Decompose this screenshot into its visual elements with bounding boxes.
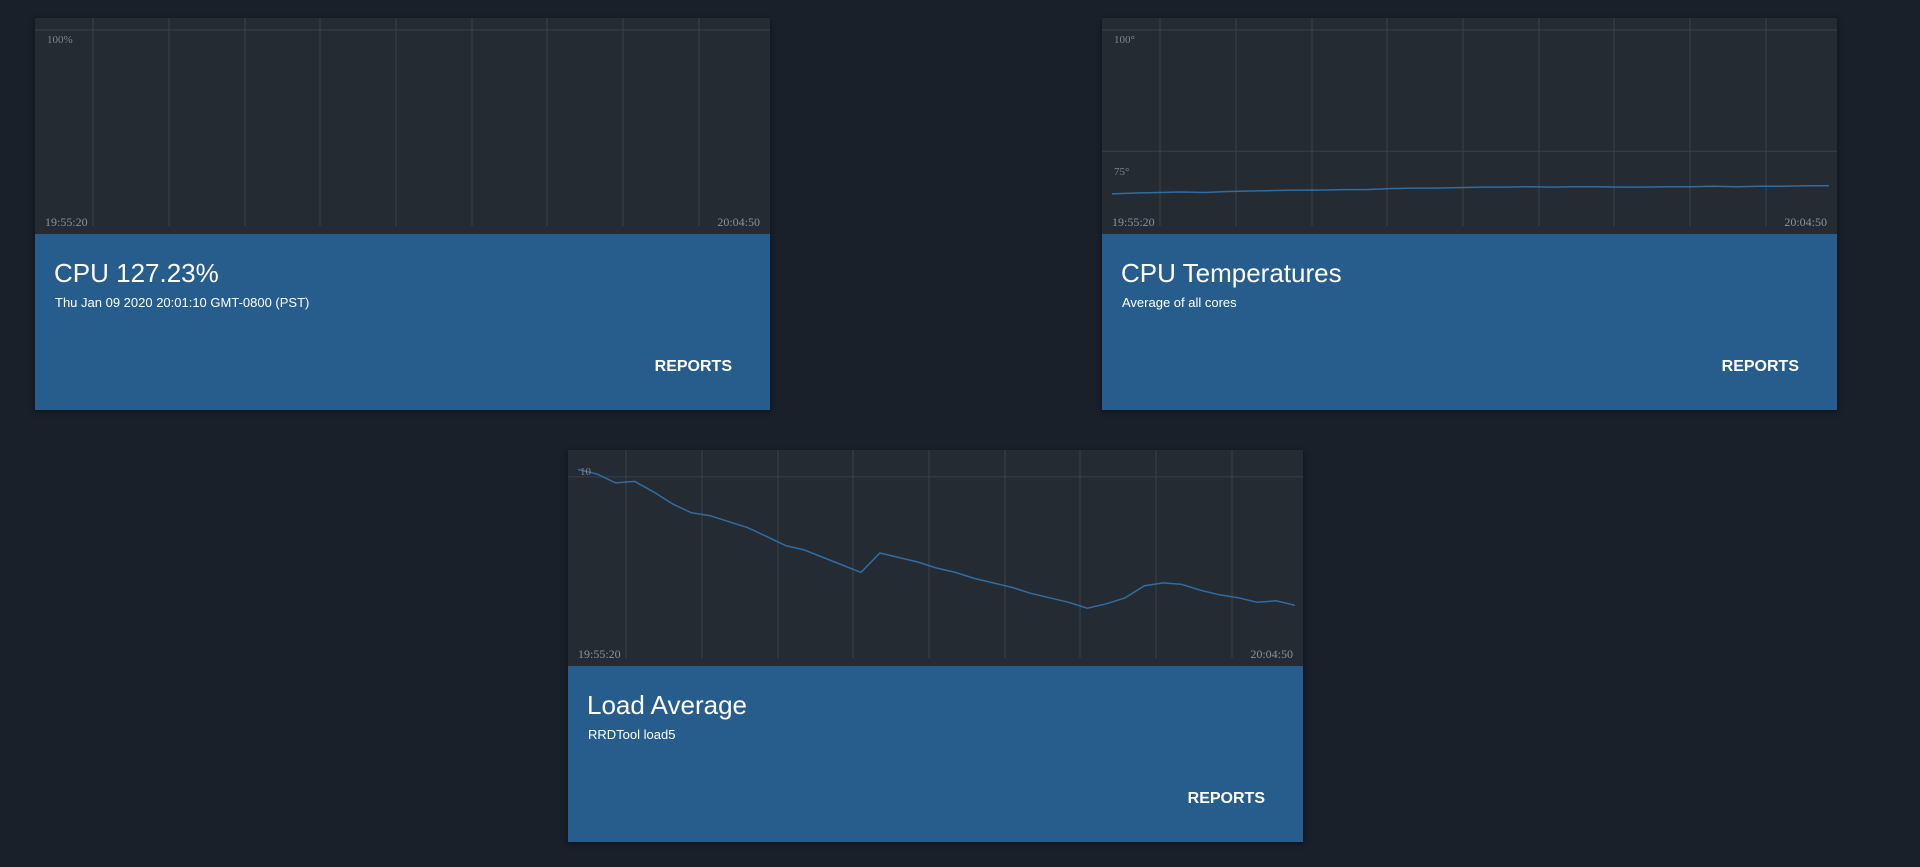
load-chart-svg [568,450,1303,658]
load-subtitle: RRDTool load5 [588,727,676,742]
temp-info-panel: CPU Temperatures Average of all cores RE… [1102,234,1837,410]
temperature-chart-svg [1102,18,1837,226]
load-info-panel: Load Average RRDTool load5 REPORTS [568,666,1303,842]
temp-time-start: 19:55:20 [1112,215,1155,229]
cpu-title: CPU 127.23% [54,258,219,288]
cpu-info-panel: CPU 127.23% Thu Jan 09 2020 20:01:10 GMT… [35,234,770,410]
temp-series-line [1111,184,1829,195]
load-chart: 10 19:55:20 20:04:50 [568,450,1303,666]
cpu-chart-svg [35,18,770,226]
load-time-start: 19:55:20 [578,647,621,661]
temp-y-label-75: 75° [1114,166,1130,178]
load-title: Load Average [587,690,747,720]
cpu-y-label-100: 100% [47,34,73,46]
temp-time-end: 20:04:50 [1784,215,1827,229]
cpu-temperatures-card: 100° 75° 19:55:20 20:04:50 CPU Temperatu… [1102,18,1837,410]
load-average-card: 10 19:55:20 20:04:50 Load Average RRDToo… [568,450,1303,842]
cpu-subtitle: Thu Jan 09 2020 20:01:10 GMT-0800 (PST) [55,295,310,310]
cpu-chart: 100% 19:55:20 20:04:50 [35,18,770,234]
cpu-time-start: 19:55:20 [45,215,88,229]
cpu-time-end: 20:04:50 [717,215,760,229]
temp-y-label-100: 100° [1114,34,1135,46]
cpu-reports-button[interactable]: REPORTS [655,354,732,380]
load-reports-button[interactable]: REPORTS [1188,786,1265,812]
cpu-card: 100% 19:55:20 20:04:50 CPU 127.23% Thu J… [35,18,770,410]
load-time-end: 20:04:50 [1250,647,1293,661]
load-y-label-10: 10 [580,466,591,478]
temp-subtitle: Average of all cores [1122,295,1237,310]
temp-reports-button[interactable]: REPORTS [1722,354,1799,380]
temperature-chart: 100° 75° 19:55:20 20:04:50 [1102,18,1837,234]
temp-title: CPU Temperatures [1121,258,1342,288]
load-series-line [577,468,1296,609]
